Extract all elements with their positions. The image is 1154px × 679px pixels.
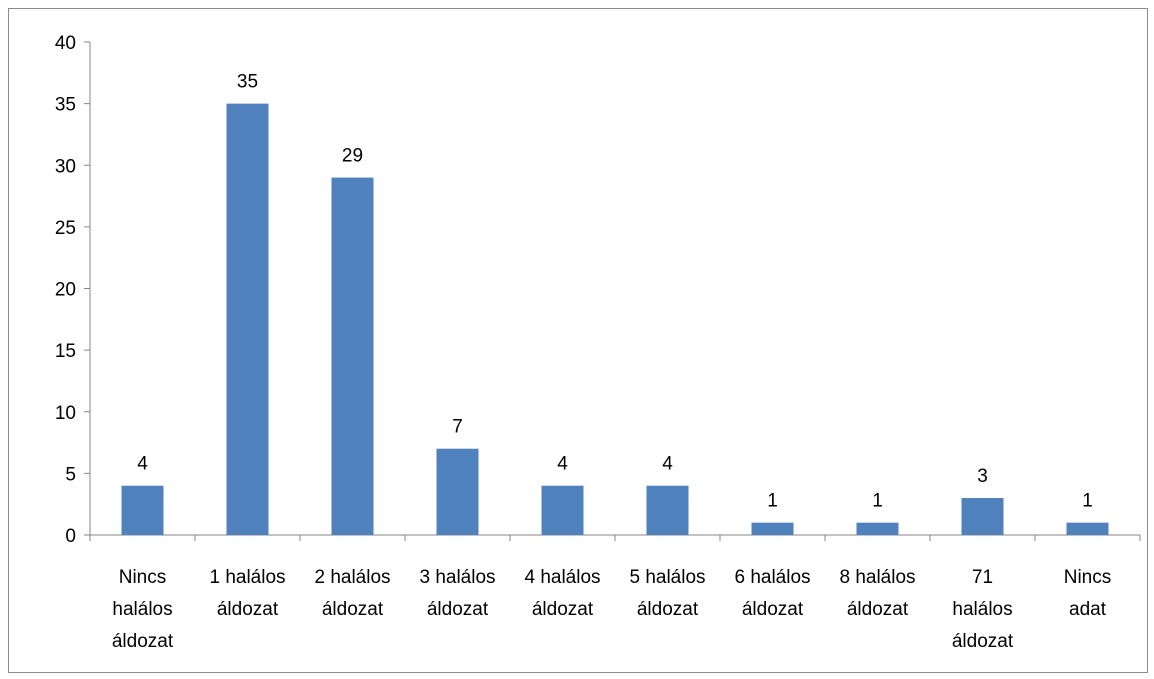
bar	[751, 522, 794, 535]
category-label-line: halálos	[952, 599, 1012, 620]
bar	[331, 177, 374, 535]
data-label: 4	[557, 454, 568, 475]
y-tick-label: 35	[55, 95, 76, 116]
bar	[226, 103, 269, 535]
category-label-line: áldozat	[847, 599, 909, 620]
category-label: 3 halálos áldozat	[419, 567, 495, 620]
data-label: 1	[1082, 491, 1093, 512]
category-label: Nincs halálos áldozat	[112, 567, 174, 652]
y-tick-label: 25	[55, 218, 76, 239]
category-label-line: áldozat	[637, 599, 699, 620]
category-label-line: áldozat	[952, 631, 1014, 652]
bar	[121, 485, 164, 535]
category-label: 71 halálos áldozat	[952, 567, 1014, 652]
data-label: 7	[452, 417, 463, 438]
y-tick-label: 0	[65, 526, 76, 547]
y-tick-label: 10	[55, 403, 76, 424]
category-label-line: 4 halálos	[524, 567, 600, 588]
category-label-line: 8 halálos	[839, 567, 915, 588]
bar	[961, 498, 1004, 535]
category-label-line: halálos	[112, 599, 172, 620]
category-label: 1 halálos áldozat	[209, 567, 285, 620]
category-label-line: Nincs	[1064, 567, 1112, 588]
category-label-line: áldozat	[112, 631, 174, 652]
y-tick-label: 30	[55, 156, 76, 177]
y-tick-label: 5	[65, 464, 76, 485]
bar	[1066, 522, 1109, 535]
category-label: 5 halálos áldozat	[629, 567, 705, 620]
category-label-line: áldozat	[322, 599, 384, 620]
bar	[856, 522, 899, 535]
bar	[436, 448, 479, 535]
data-label: 4	[137, 454, 148, 475]
y-tick-label: 15	[55, 341, 76, 362]
chart-bars	[121, 103, 1109, 535]
category-label-line: 71	[972, 567, 993, 588]
y-tick-label: 40	[55, 33, 76, 54]
data-label: 1	[872, 491, 883, 512]
y-tick-label: 20	[55, 280, 76, 301]
category-label: 2 halálos áldozat	[314, 567, 390, 620]
category-label-line: 1 halálos	[209, 567, 285, 588]
category-label: 8 halálos áldozat	[839, 567, 915, 620]
bar	[541, 485, 584, 535]
category-label-line: áldozat	[742, 599, 804, 620]
data-label: 1	[767, 491, 778, 512]
data-label: 3	[977, 466, 988, 487]
data-label: 35	[237, 72, 258, 93]
category-label-line: adat	[1069, 599, 1107, 620]
category-label-line: 2 halálos	[314, 567, 390, 588]
category-label-line: 5 halálos	[629, 567, 705, 588]
category-label-line: áldozat	[217, 599, 279, 620]
data-label: 29	[342, 146, 363, 167]
category-label: 6 halálos áldozat	[734, 567, 810, 620]
category-label-line: áldozat	[427, 599, 489, 620]
chart-frame	[8, 8, 1148, 673]
chart-labels: 4 Nincs halálos áldozat 35 1 halálos áldozat 29…	[112, 72, 1111, 652]
category-label-line: 3 halálos	[419, 567, 495, 588]
category-label: Nincs adat	[1064, 567, 1112, 620]
category-label-line: áldozat	[532, 599, 594, 620]
category-label-line: Nincs	[119, 567, 167, 588]
data-label: 4	[662, 454, 673, 475]
category-label: 4 halálos áldozat	[524, 567, 600, 620]
bar	[646, 485, 689, 535]
category-label-line: 6 halálos	[734, 567, 810, 588]
